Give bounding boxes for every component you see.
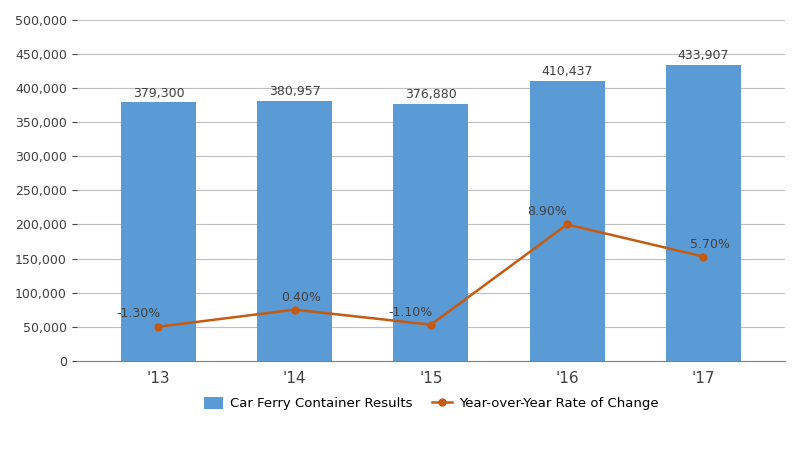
Text: 380,957: 380,957 [269, 86, 321, 98]
Line: Year-over-Year Rate of Change: Year-over-Year Rate of Change [155, 221, 706, 330]
Text: -1.30%: -1.30% [116, 307, 160, 320]
Year-over-Year Rate of Change [562, 222, 572, 227]
Text: 0.40%: 0.40% [282, 291, 322, 304]
Text: 376,880: 376,880 [405, 88, 457, 101]
Text: 433,907: 433,907 [678, 49, 729, 62]
Text: 5.70%: 5.70% [690, 238, 730, 251]
Bar [666, 65, 741, 361]
Text: 379,300: 379,300 [133, 86, 184, 100]
Bar [530, 81, 605, 361]
Text: 410,437: 410,437 [542, 66, 593, 78]
Bar [394, 104, 468, 361]
Legend: Car Ferry Container Results, Year-over-Year Rate of Change: Car Ferry Container Results, Year-over-Y… [198, 392, 663, 415]
Year-over-Year Rate of Change [426, 322, 436, 328]
Year-over-Year Rate of Change [154, 324, 163, 329]
Bar [121, 102, 196, 361]
Text: 8.90%: 8.90% [526, 205, 566, 217]
Year-over-Year Rate of Change [290, 307, 299, 313]
Bar [257, 101, 332, 361]
Year-over-Year Rate of Change [698, 254, 708, 259]
Text: -1.10%: -1.10% [388, 306, 433, 319]
